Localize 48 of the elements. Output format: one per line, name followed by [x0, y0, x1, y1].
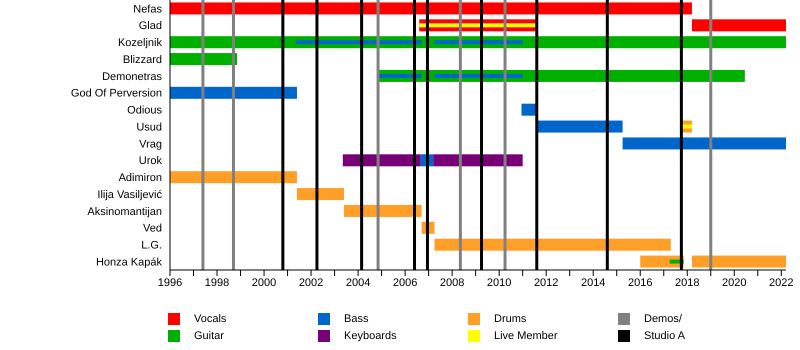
legend-label: Live Member — [494, 330, 558, 342]
y-tick-label: Blizzard — [122, 54, 162, 66]
bar — [692, 256, 786, 268]
legend-label: Studio A — [644, 330, 685, 342]
bar — [538, 120, 623, 133]
bar — [622, 137, 786, 150]
y-tick-label: Glad — [138, 20, 162, 32]
bar — [170, 171, 297, 184]
bar — [170, 86, 297, 99]
x-tick-label: 2000 — [252, 276, 276, 289]
y-tick-label: Urok — [138, 155, 162, 168]
legend-label: Drums — [494, 312, 526, 324]
legend-label: Guitar — [194, 330, 224, 342]
y-tick-label: God Of Perversion — [70, 88, 162, 100]
x-tick-label: 1998 — [204, 276, 230, 289]
x-tick-label: 2004 — [346, 276, 370, 289]
bar — [296, 188, 344, 200]
legend-label: Bass — [344, 312, 368, 324]
y-tick-label: Adimiron — [118, 172, 162, 184]
bar — [170, 2, 692, 14]
bar — [692, 19, 786, 32]
legend-label: Vocals — [194, 312, 226, 324]
y-tick-label: Aksinomantijan — [87, 206, 162, 218]
bar — [434, 238, 671, 251]
y-tick-label: Vrag — [139, 138, 162, 150]
x-tick-label: 2002 — [298, 276, 324, 289]
x-tick-label: 2010 — [486, 276, 512, 289]
y-tick-label: Usud — [136, 121, 162, 134]
legend-label: Demos/ — [644, 312, 682, 324]
y-tick-label: Honza Kapák — [96, 256, 162, 268]
bar — [682, 124, 692, 129]
x-tick-label: 1996 — [158, 276, 182, 289]
y-tick-label: Ilija Vasiljević — [97, 188, 162, 201]
x-tick-label: 2018 — [675, 276, 700, 289]
x-tick-label: 2016 — [628, 276, 652, 289]
y-tick-label: L.G. — [141, 240, 162, 252]
y-tick-label: Kozeljnik — [118, 37, 162, 50]
y-tick-label: Nefas — [133, 3, 162, 16]
x-tick-label: 2006 — [392, 276, 418, 289]
y-tick-label: Ved — [143, 222, 162, 235]
x-tick-label: 2008 — [440, 276, 464, 289]
y-tick-label: Demonetras — [102, 70, 162, 83]
x-tick-label: 2020 — [722, 276, 747, 289]
x-tick-label: 2014 — [580, 276, 606, 289]
x-tick-label: 2022 — [769, 276, 794, 289]
y-tick-label: Odious — [127, 104, 162, 117]
x-tick-label: 2012 — [534, 276, 558, 289]
legend-label: Keyboards — [344, 330, 397, 342]
